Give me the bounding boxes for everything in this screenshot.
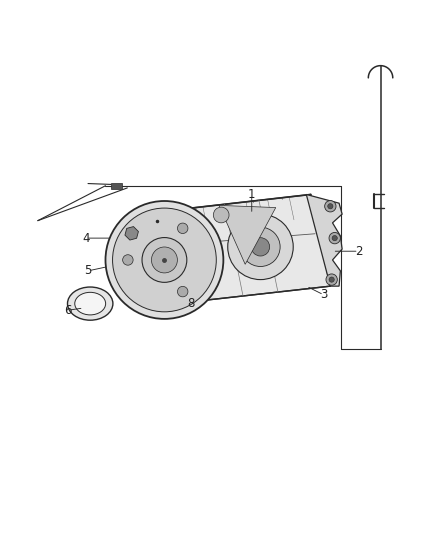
Ellipse shape — [67, 287, 113, 320]
Circle shape — [152, 247, 177, 273]
Polygon shape — [219, 205, 276, 264]
Polygon shape — [306, 195, 342, 286]
Text: 1: 1 — [248, 188, 255, 201]
Polygon shape — [138, 195, 330, 306]
Circle shape — [213, 207, 229, 223]
Circle shape — [326, 274, 337, 285]
Circle shape — [177, 223, 188, 233]
Polygon shape — [111, 183, 122, 189]
Polygon shape — [125, 227, 138, 240]
Text: 4: 4 — [82, 232, 90, 245]
Text: 5: 5 — [85, 264, 92, 277]
Text: 2: 2 — [355, 245, 363, 258]
Circle shape — [142, 238, 187, 282]
Circle shape — [241, 227, 280, 266]
Circle shape — [325, 200, 336, 212]
Circle shape — [106, 201, 223, 319]
Circle shape — [329, 277, 334, 282]
Circle shape — [332, 236, 337, 241]
Circle shape — [228, 214, 293, 280]
Circle shape — [328, 204, 333, 209]
Circle shape — [251, 238, 270, 256]
Text: 8: 8 — [187, 297, 194, 310]
Ellipse shape — [75, 292, 106, 315]
Circle shape — [123, 255, 133, 265]
Circle shape — [329, 232, 340, 244]
Text: 6: 6 — [65, 304, 72, 317]
Circle shape — [113, 208, 216, 312]
Text: 3: 3 — [320, 288, 328, 301]
Circle shape — [177, 286, 188, 297]
